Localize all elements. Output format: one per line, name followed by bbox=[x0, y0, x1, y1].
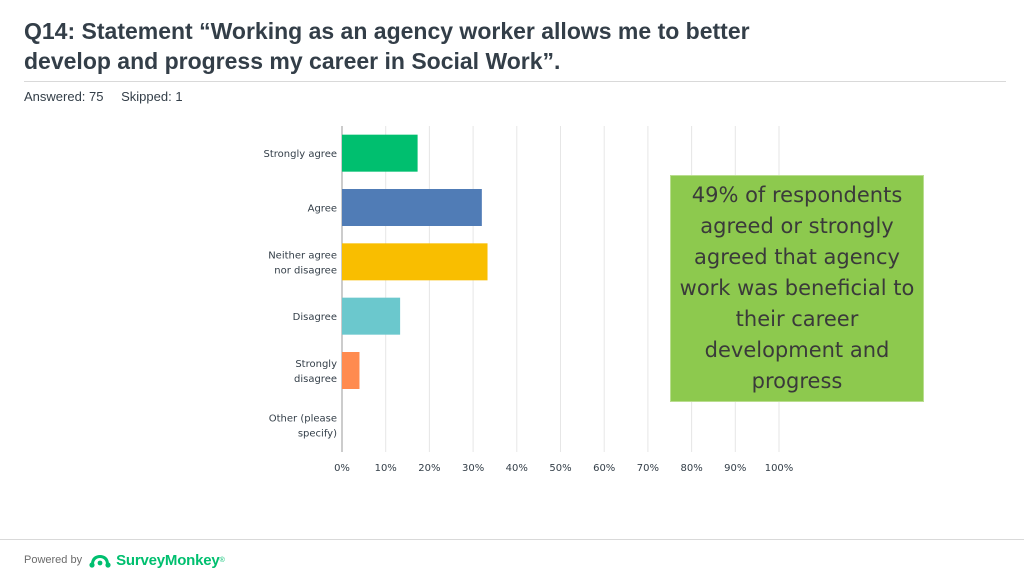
category-label: Disagree bbox=[293, 312, 337, 323]
x-tick-label: 80% bbox=[680, 463, 702, 474]
x-tick-label: 30% bbox=[462, 463, 484, 474]
category-label: Strongly bbox=[295, 359, 337, 370]
response-stats: Answered: 75 Skipped: 1 bbox=[24, 89, 183, 104]
category-label: specify) bbox=[298, 428, 337, 439]
category-label: Neither agree bbox=[268, 250, 337, 261]
x-tick-label: 0% bbox=[334, 463, 350, 474]
x-tick-label: 70% bbox=[637, 463, 659, 474]
summary-callout: 49% of respondents agreed or strongly ag… bbox=[670, 175, 924, 402]
bar bbox=[342, 243, 488, 281]
category-label: disagree bbox=[294, 374, 337, 385]
category-label: Strongly agree bbox=[263, 149, 337, 160]
trademark-mark: ® bbox=[219, 556, 225, 564]
x-tick-label: 20% bbox=[418, 463, 440, 474]
surveymonkey-logo-icon bbox=[88, 552, 112, 568]
x-tick-label: 60% bbox=[593, 463, 615, 474]
skipped-count: Skipped: 1 bbox=[121, 89, 183, 104]
category-label: nor disagree bbox=[274, 265, 337, 276]
footer: Powered by SurveyMonkey ® bbox=[24, 551, 225, 569]
answered-count: Answered: 75 bbox=[24, 89, 104, 104]
category-label: Agree bbox=[308, 204, 337, 215]
powered-by-label: Powered by bbox=[24, 554, 83, 566]
x-tick-label: 90% bbox=[724, 463, 746, 474]
x-tick-label: 100% bbox=[765, 463, 794, 474]
title-line-2: develop and progress my career in Social… bbox=[24, 48, 561, 74]
callout-text: 49% of respondents agreed or strongly ag… bbox=[679, 183, 915, 393]
x-tick-label: 10% bbox=[375, 463, 397, 474]
page-title: Q14: Statement “Working as an agency wor… bbox=[24, 16, 884, 76]
bar bbox=[342, 297, 401, 335]
category-label: Other (please bbox=[269, 413, 337, 424]
x-tick-label: 40% bbox=[506, 463, 528, 474]
bar bbox=[342, 189, 482, 226]
footer-divider bbox=[0, 539, 1024, 540]
title-divider bbox=[24, 81, 1006, 82]
bar bbox=[342, 352, 360, 389]
title-line-1: Q14: Statement “Working as an agency wor… bbox=[24, 18, 750, 44]
x-tick-label: 50% bbox=[549, 463, 571, 474]
bar bbox=[342, 134, 418, 172]
surveymonkey-brand: SurveyMonkey bbox=[116, 551, 220, 569]
